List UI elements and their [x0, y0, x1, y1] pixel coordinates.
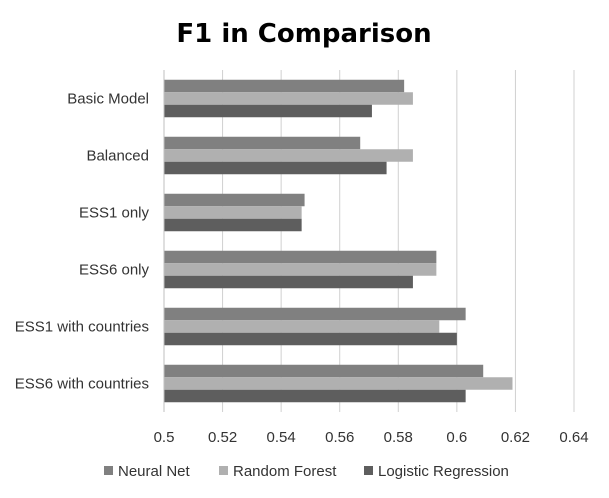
x-tick-label: 0.56	[325, 429, 354, 446]
category-label: ESS1 with countries	[15, 319, 149, 336]
category-label: Basic Model	[67, 91, 149, 108]
bar-neural-net	[164, 193, 305, 207]
bar-logistic-regression	[164, 218, 302, 232]
category-label: ESS6 with countries	[15, 376, 149, 393]
legend-swatch	[219, 466, 228, 475]
bar-random-forest	[164, 206, 302, 219]
bar-neural-net	[164, 79, 405, 93]
bar-logistic-regression	[164, 104, 372, 118]
bar-logistic-regression	[164, 275, 413, 289]
grid-lines	[222, 70, 575, 412]
bar-neural-net	[164, 136, 361, 150]
x-tick-label: 0.5	[154, 429, 175, 446]
x-tick-label: 0.58	[384, 429, 413, 446]
category-labels: Basic Model Balanced ESS1 only ESS6 only ESS…	[15, 91, 150, 393]
bars	[164, 79, 513, 403]
x-tick-label: 0.62	[501, 429, 530, 446]
category-label: ESS1 only	[79, 205, 150, 222]
bar-neural-net	[164, 307, 466, 321]
bar-logistic-regression	[164, 389, 466, 403]
bar-random-forest	[164, 263, 437, 276]
x-tick-labels: 0.5 0.52 0.54 0.56 0.58 0.6 0.62 0.64	[154, 429, 589, 446]
bar-neural-net	[164, 364, 484, 378]
category-label: ESS6 only	[79, 262, 150, 279]
category-label: Balanced	[86, 148, 149, 165]
x-tick-label: 0.64	[559, 429, 588, 446]
x-tick-label: 0.6	[446, 429, 467, 446]
bar-random-forest	[164, 320, 440, 333]
legend: Neural Net Random Forest Logistic Regressi…	[104, 463, 509, 480]
legend-label: Random Forest	[233, 463, 337, 480]
bar-random-forest	[164, 377, 513, 390]
bar-logistic-regression	[164, 332, 457, 346]
bar-neural-net	[164, 250, 437, 264]
x-tick-label: 0.52	[208, 429, 237, 446]
bar-random-forest	[164, 149, 413, 162]
bar-random-forest	[164, 92, 413, 105]
x-tick-label: 0.54	[267, 429, 296, 446]
legend-label: Neural Net	[118, 463, 191, 480]
legend-swatch	[104, 466, 113, 475]
chart-title: F1 in Comparison	[176, 19, 431, 49]
bar-logistic-regression	[164, 161, 387, 175]
legend-label: Logistic Regression	[378, 463, 509, 480]
legend-swatch	[364, 466, 373, 475]
